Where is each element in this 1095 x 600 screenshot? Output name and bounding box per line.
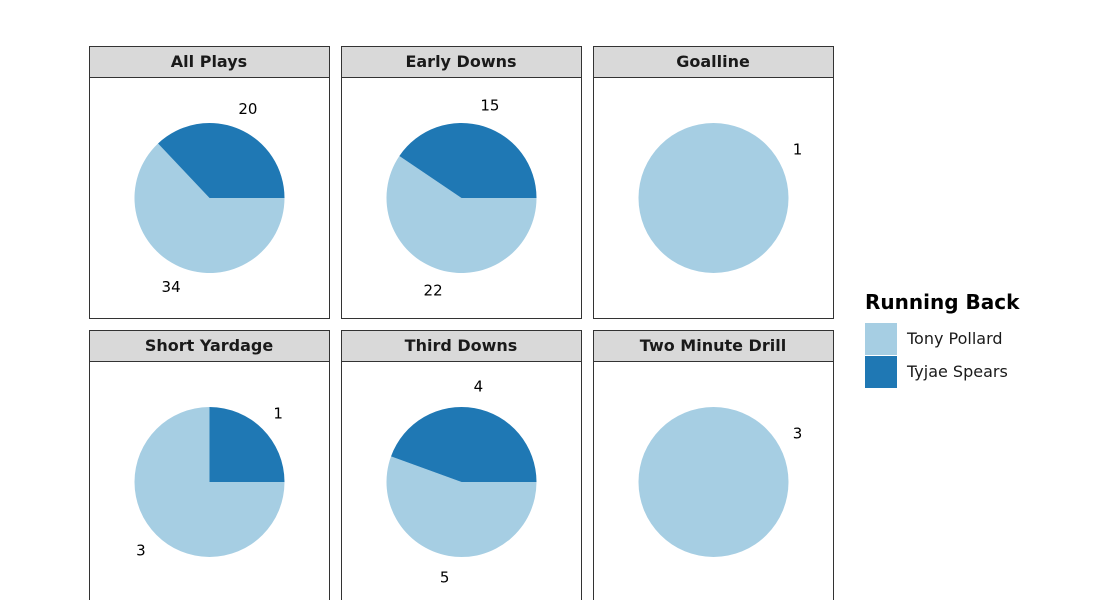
panel-all-plays: All Plays 34 20 (89, 46, 330, 319)
legend-label-tyjae-spears: Tyjae Spears (906, 362, 1008, 381)
panel-two-minute-drill: Two Minute Drill 3 (593, 330, 834, 600)
panel-title: Short Yardage (145, 336, 274, 355)
panel-strip (593, 330, 834, 362)
data-label-tyjae-spears: 1 (273, 404, 283, 422)
data-label-tyjae-spears: 20 (238, 100, 257, 118)
slice-tyjae-spears (209, 407, 285, 482)
panel-strip (593, 46, 834, 78)
panel-goalline: Goalline 1 (593, 46, 834, 319)
slice-tony-pollard (638, 123, 789, 273)
panel-third-downs: Third Downs 5 4 (341, 330, 582, 600)
legend: Running Back Tony Pollard Tyjae Spears (865, 290, 1020, 388)
legend-label-tony-pollard: Tony Pollard (906, 329, 1003, 348)
data-label-tony-pollard: 3 (793, 425, 803, 443)
slice-tyjae-spears (399, 122, 537, 198)
panel-title: Two Minute Drill (640, 336, 786, 355)
slice-tyjae-spears (158, 122, 285, 198)
panel-short-yardage: Short Yardage 3 1 (89, 330, 330, 600)
data-label-tony-pollard: 5 (440, 569, 450, 587)
data-label-tony-pollard: 3 (136, 542, 146, 560)
data-label-tony-pollard: 22 (424, 282, 443, 300)
data-label-tony-pollard: 34 (162, 278, 181, 296)
slice-tony-pollard (638, 407, 789, 557)
data-label-tyjae-spears: 4 (474, 377, 484, 395)
data-label-tony-pollard: 1 (793, 141, 803, 159)
legend-swatch-tony-pollard (865, 323, 897, 355)
slice-tony-pollard (386, 156, 537, 273)
legend-title: Running Back (865, 290, 1020, 314)
panel-strip (341, 330, 582, 362)
panel-title: All Plays (171, 52, 247, 71)
panel-strip (341, 46, 582, 78)
slice-tony-pollard (386, 456, 537, 557)
panel-title: Goalline (676, 52, 750, 71)
panel-title: Early Downs (405, 52, 516, 71)
panel-strip (89, 46, 330, 78)
legend-swatch-tyjae-spears (865, 356, 897, 388)
data-label-tyjae-spears: 15 (480, 96, 499, 114)
panel-early-downs: Early Downs 22 15 (341, 46, 582, 319)
slice-tony-pollard (134, 143, 285, 273)
panel-strip (89, 330, 330, 362)
panel-title: Third Downs (405, 336, 518, 355)
slice-tyjae-spears (391, 406, 537, 482)
